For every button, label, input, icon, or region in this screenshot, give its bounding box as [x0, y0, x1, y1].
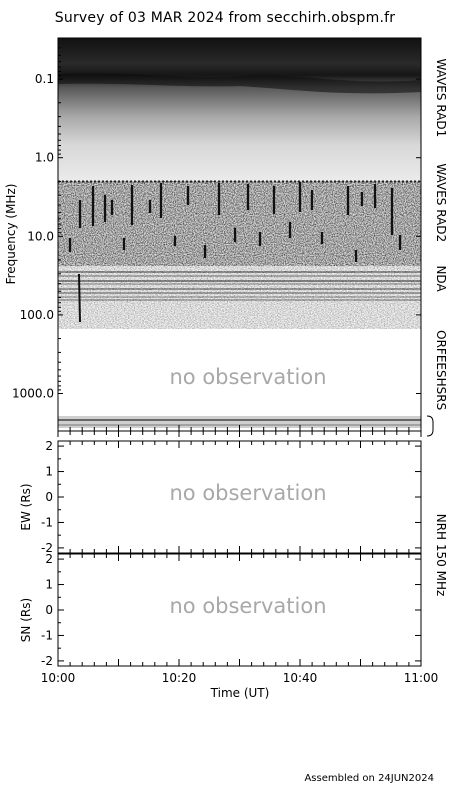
- ew-ticks: 2 1 0 -1 -2: [41, 439, 422, 555]
- rad2-noise: [58, 181, 421, 266]
- spectrum-ytick-label: 1.0: [35, 151, 54, 165]
- spectrum-ytick-label: 100.0: [20, 308, 54, 322]
- type-iii-bursts: [68, 182, 402, 262]
- time-tick-labels: 10:00 10:20 10:40 11:00: [41, 671, 439, 685]
- ew-no-observation: no observation: [169, 481, 326, 505]
- spectrum-ytick-label: 1000.0: [12, 386, 54, 400]
- nrh-ytick-label: -1: [41, 515, 53, 529]
- rad1-dark-streak: [58, 73, 421, 94]
- sn-panel: no observation SN (Rs) 2 1 0 -1 -2 10:00 10:2…: [19, 552, 438, 700]
- spectrum-ytick-label: 0.1: [35, 72, 54, 86]
- nrh-ytick-label: 2: [45, 552, 53, 566]
- sn-no-observation: no observation: [169, 594, 326, 618]
- spectrum-y-ticks: 0.1 1.0 10.0 100.0 1000.0: [12, 37, 421, 400]
- time-tick-label: 10:00: [41, 671, 76, 685]
- band-label: WAVES RAD2: [434, 163, 448, 242]
- nrh-ytick-label: 0: [45, 603, 53, 617]
- spectrum-x-ticks: [57, 425, 422, 437]
- sn-ylabel: SN (Rs): [19, 598, 33, 642]
- nda-interference-lines: [58, 271, 421, 301]
- nrh-ytick-label: 0: [45, 490, 53, 504]
- band-label: WAVES RAD1: [434, 58, 448, 137]
- rad1-band: [58, 38, 421, 181]
- spectrum-panel: no observation 0.1 1.0 10.0 100.0 1000.0 Fre…: [4, 37, 448, 437]
- nrh-ytick-label: 2: [45, 439, 53, 453]
- time-tick-label: 10:40: [283, 671, 318, 685]
- band-labels: WAVES RAD1 WAVES RAD2 NDA ORFEESHSRS: [434, 58, 448, 410]
- band-label: ORFEESHSRS: [434, 330, 448, 410]
- sn-ticks: 2 1 0 -1 -2: [41, 552, 422, 668]
- ew-panel: no observation EW (Rs) 2 1 0 -1 -2: [19, 439, 422, 555]
- ew-ylabel: EW (Rs): [19, 483, 33, 530]
- orfees-bracket: [426, 415, 434, 437]
- ew-frame: [57, 440, 422, 554]
- orfees-band: [58, 329, 421, 431]
- time-tick-label: 10:20: [162, 671, 197, 685]
- time-axis-label: Time (UT): [210, 686, 270, 700]
- page-title: Survey of 03 MAR 2024 from secchirh.obsp…: [54, 10, 396, 26]
- band-label: NDA: [434, 265, 448, 292]
- nrh-ytick-label: 1: [45, 465, 53, 479]
- nrh-ytick-label: -1: [41, 628, 53, 642]
- nda-burst: [78, 274, 81, 322]
- spectrum-ytick-label: 10.0: [27, 229, 54, 243]
- assembled-footer: Assembled on 24JUN2024: [304, 773, 434, 784]
- sn-frame: [57, 553, 422, 667]
- nrh-ytick-label: 1: [45, 578, 53, 592]
- spectrum-ylabel: Frequency (MHz): [4, 184, 18, 285]
- nrh-ytick-label: -2: [41, 654, 53, 668]
- nrh-label: NRH 150 MHz: [434, 514, 448, 597]
- nrh-ytick-label: -2: [41, 541, 53, 555]
- spectrum-no-observation: no observation: [169, 365, 326, 389]
- time-tick-label: 11:00: [404, 671, 439, 685]
